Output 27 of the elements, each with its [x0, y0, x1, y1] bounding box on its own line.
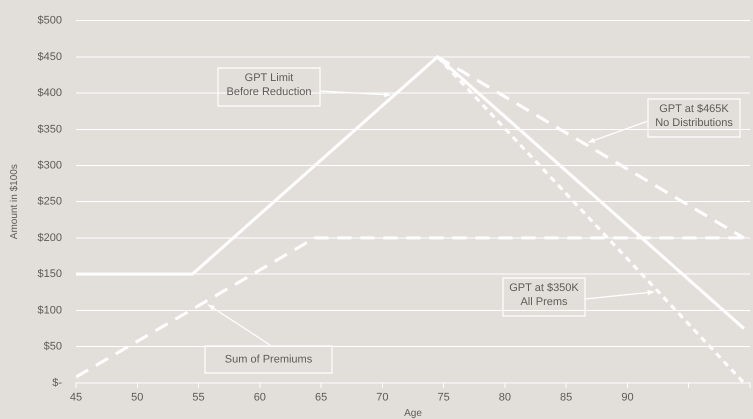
annotation: GPT at $465K No Distributions: [655, 103, 734, 130]
x-tick-label: 55: [192, 391, 205, 404]
annotation: Sum of Premiums: [224, 354, 313, 366]
y-axis-title: Amount in $100s: [8, 164, 20, 240]
y-tick-label: $100: [38, 304, 62, 316]
y-tick-label: $150: [38, 268, 62, 280]
x-tick-label: 45: [70, 391, 82, 404]
x-tick-label: 80: [498, 391, 512, 404]
annotation: GPT Limit Before Reduction: [226, 72, 312, 98]
y-tick-label: $350: [38, 123, 62, 136]
x-tick-label: 85: [560, 391, 572, 404]
y-tick-label: $300: [38, 160, 62, 172]
y-tick-label: $450: [38, 50, 62, 63]
x-tick-label: 65: [314, 391, 328, 404]
x-tick-label: 70: [376, 391, 388, 404]
x-tick-label: 60: [254, 391, 266, 404]
x-tick-label: 75: [438, 391, 450, 404]
annotation: GPT at $350K All Prems: [509, 282, 580, 308]
y-tick-label: $-: [52, 376, 62, 389]
y-tick-label: $250: [38, 196, 62, 208]
x-tick-label: 50: [131, 391, 144, 404]
y-tick-label: $500: [38, 14, 62, 27]
y-tick-label: $200: [38, 232, 62, 244]
y-tick-label: $400: [38, 87, 62, 100]
x-tick-label: 90: [621, 391, 634, 404]
y-tick-label: $50: [44, 340, 62, 353]
x-axis-title: Age: [404, 408, 422, 419]
